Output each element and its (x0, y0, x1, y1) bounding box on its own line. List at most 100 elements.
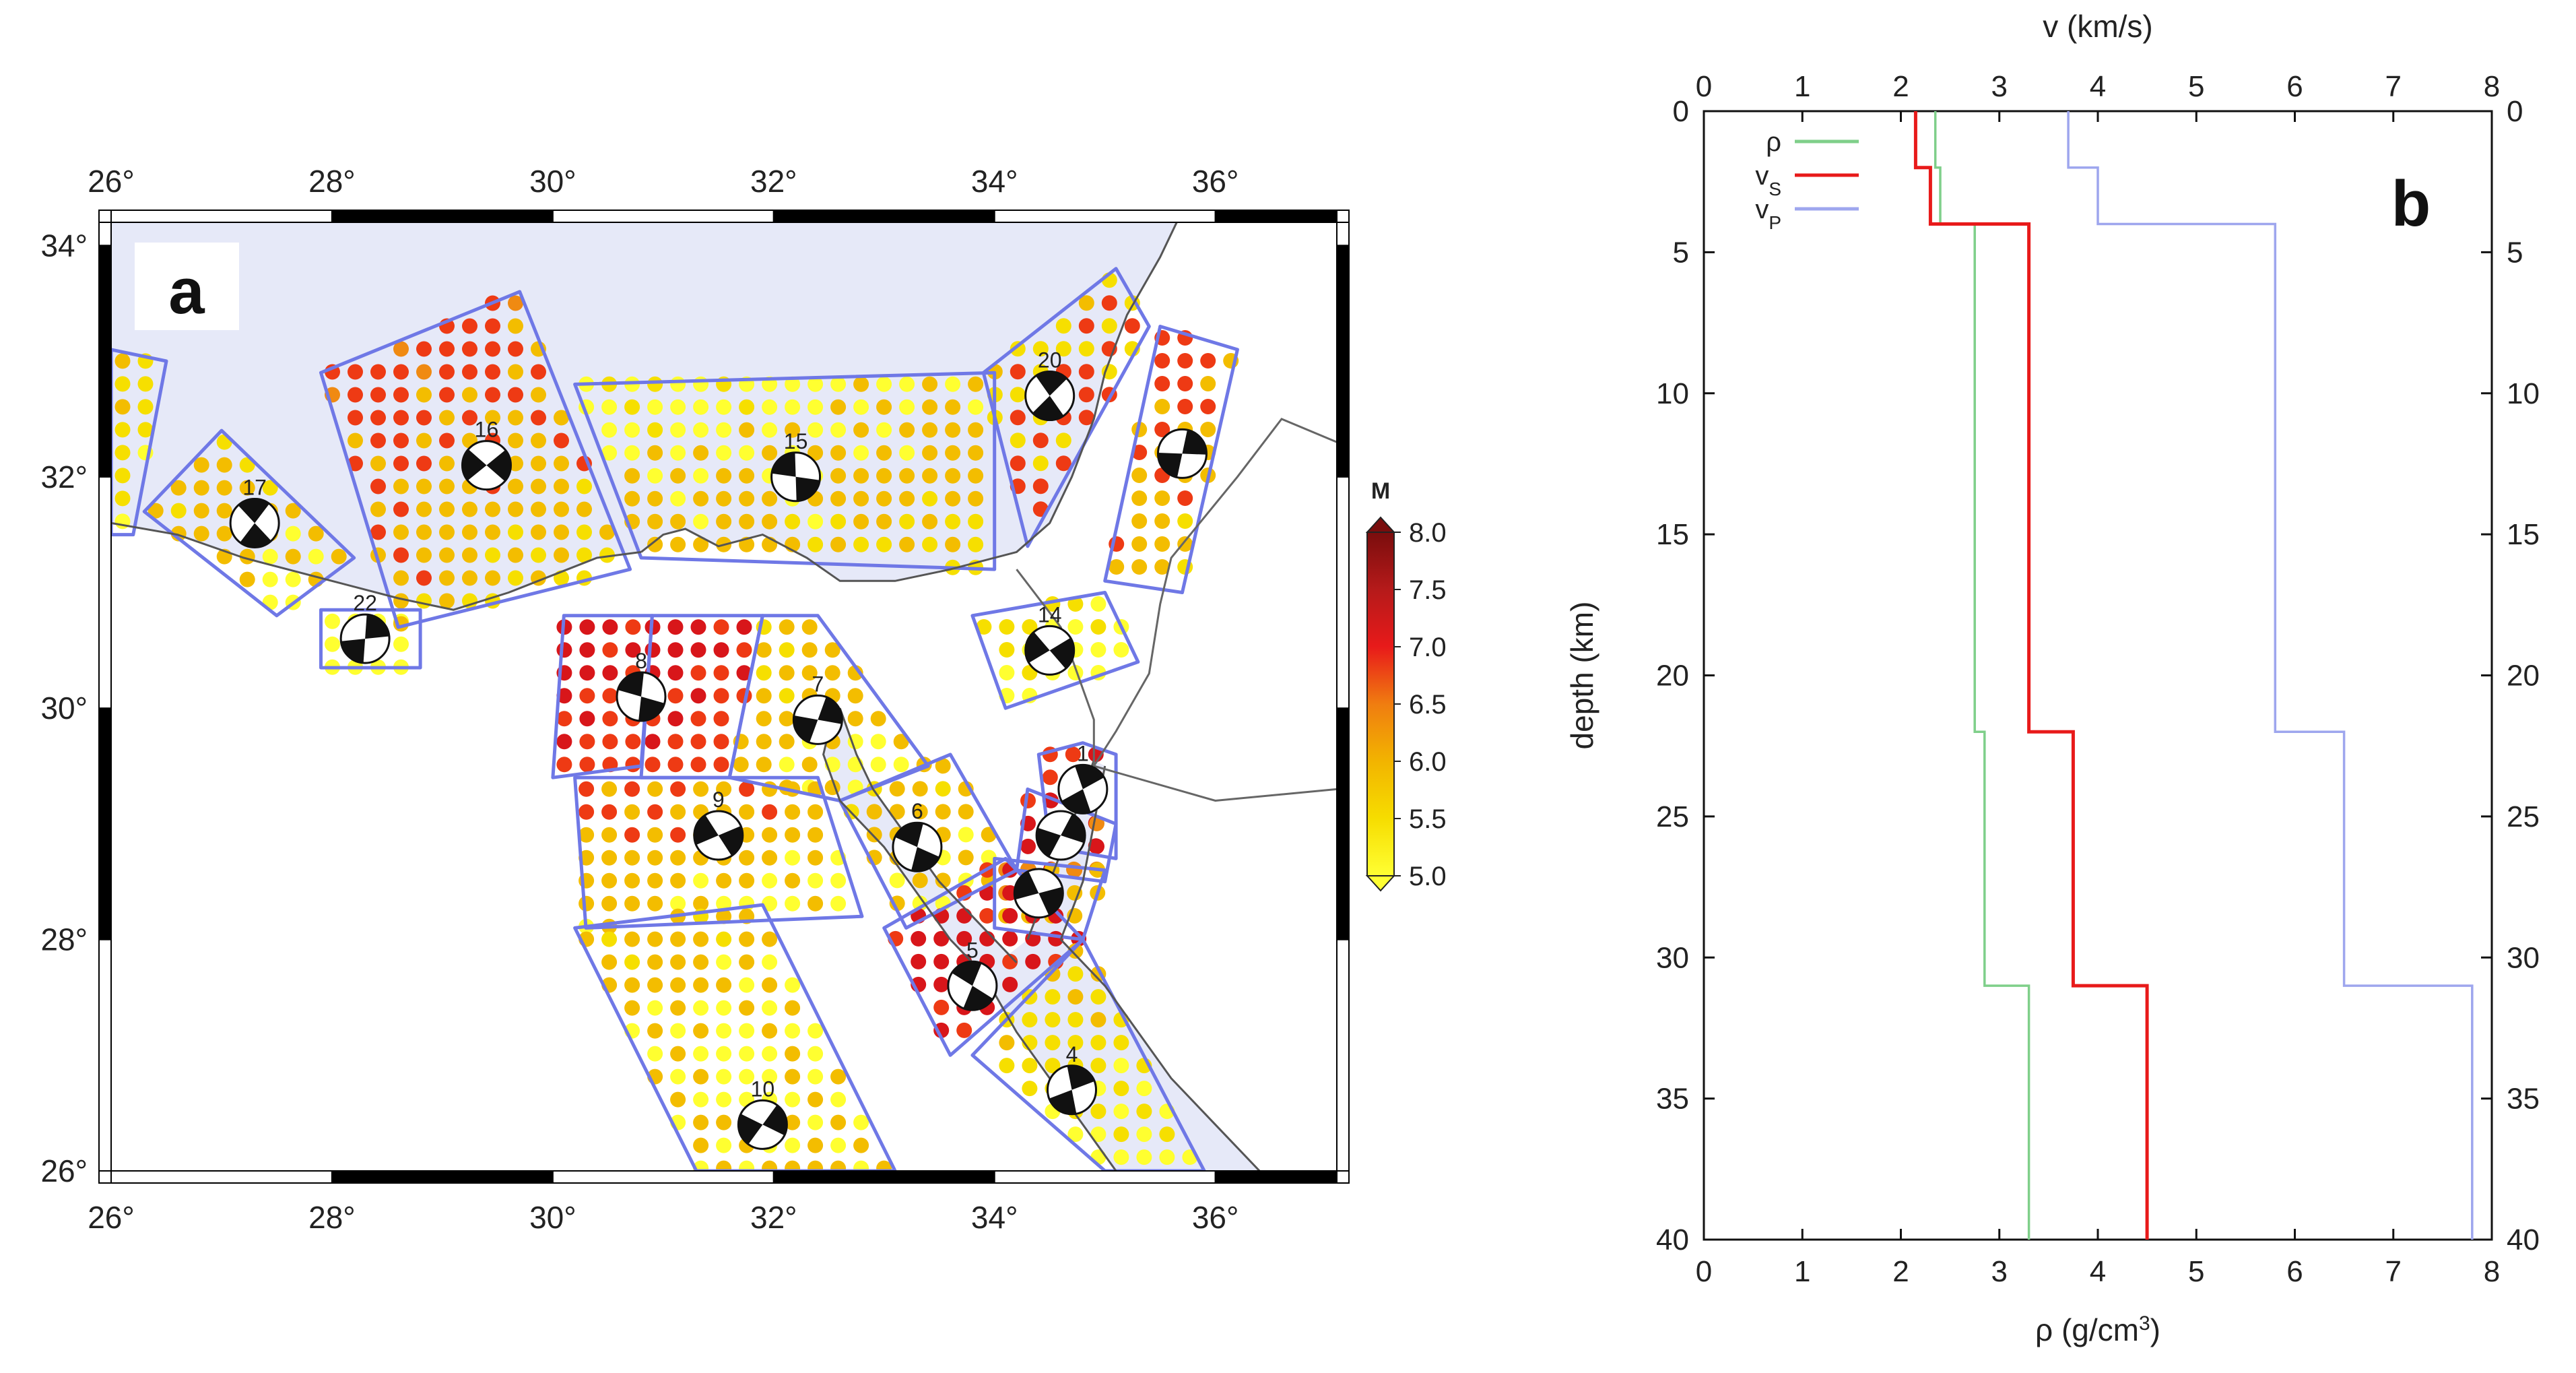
magnitude-dot (762, 1023, 778, 1039)
magnitude-dot (1002, 953, 1018, 969)
magnitude-dot (308, 525, 324, 542)
beach-ball-icon: 6 (892, 799, 943, 872)
magnitude-dot (624, 804, 640, 820)
series-line-vS (1913, 111, 2149, 1240)
x-tick-label-bottom: 5 (2188, 1255, 2204, 1288)
series-line-vP (2067, 111, 2474, 1240)
magnitude-dot (1067, 619, 1084, 635)
magnitude-dot (713, 665, 729, 681)
magnitude-dot (439, 501, 455, 517)
beach-ball-quadrant (1061, 814, 1086, 843)
magnitude-dot (785, 827, 801, 843)
magnitude-dot (807, 1160, 824, 1171)
beach-ball-icon (1156, 428, 1208, 479)
magnitude-dot (1010, 364, 1026, 380)
magnitude-dot (624, 872, 640, 889)
magnitude-dot (1067, 885, 1083, 901)
beach-ball-icon: 1 (1057, 741, 1109, 815)
magnitude-dot (716, 1023, 732, 1039)
beach-ball-quadrant (1036, 371, 1067, 396)
source-zone-outline (319, 608, 422, 670)
colorbar-top-arrow (1365, 516, 1396, 533)
magnitude-dot (554, 501, 569, 517)
magnitude-dot (693, 1114, 709, 1130)
magnitude-dot (285, 548, 301, 565)
magnitude-dot (647, 895, 663, 912)
magnitude-dot (137, 399, 154, 415)
magnitude-dot (485, 364, 500, 380)
magnitude-dot (348, 387, 363, 403)
colorbar-label: 5.5 (1409, 804, 1447, 834)
zone-number-label: 1 (1077, 741, 1089, 765)
x-tick-label-top: 5 (2188, 70, 2204, 103)
magnitude-dot (508, 501, 523, 517)
magnitude-dot (922, 468, 938, 484)
magnitude-dot (807, 1068, 824, 1085)
magnitude-dot (647, 536, 663, 552)
magnitude-dot (462, 593, 477, 609)
magnitude-dot (325, 613, 340, 629)
magnitude-dot (968, 513, 984, 530)
magnitude-dot (508, 364, 523, 380)
magnitude-dot (889, 895, 905, 912)
magnitude-dot (1067, 989, 1084, 1005)
magnitude-dot (439, 341, 455, 357)
beach-ball-icon: 20 (1024, 348, 1076, 422)
magnitude-dot (485, 570, 500, 586)
magnitude-dot (693, 422, 709, 438)
source-zone-outline (142, 428, 356, 618)
magnitude-dot (713, 688, 729, 704)
magnitude-dot (968, 422, 984, 438)
magnitude-dot (807, 804, 824, 820)
magnitude-dot (393, 570, 409, 586)
magnitude-dot (693, 399, 709, 415)
y-tick-label-right: 10 (2507, 377, 2540, 410)
magnitude-dot (647, 931, 663, 947)
magnitude-dot (325, 636, 340, 652)
magnitude-dot (393, 636, 409, 652)
zone-number-label: 8 (635, 649, 647, 673)
magnitude-dot (1065, 746, 1081, 763)
magnitude-dot (647, 781, 663, 797)
magnitude-dot (739, 804, 755, 820)
magnitude-dot (807, 513, 824, 530)
magnitude-dot (262, 480, 278, 496)
magnitude-dot (853, 445, 869, 461)
magnitude-dot (739, 977, 755, 993)
frame-bar (1336, 707, 1350, 940)
magnitude-dot (779, 757, 795, 773)
magnitude-dot (807, 1023, 824, 1039)
magnitude-dot (393, 410, 409, 426)
magnitude-dot (739, 954, 755, 970)
magnitude-dot (348, 410, 363, 426)
beach-ball-quadrant (795, 476, 820, 501)
magnitude-dot (645, 642, 661, 658)
magnitude-dot (1159, 1149, 1175, 1166)
magnitude-dot (945, 445, 961, 461)
magnitude-dot (690, 757, 706, 773)
zone-number-label: 6 (911, 799, 923, 823)
magnitude-dot (876, 513, 892, 530)
magnitude-dot (348, 433, 363, 449)
x-tick-label-top: 4 (2090, 70, 2106, 103)
magnitude-dot (579, 757, 595, 773)
magnitude-dot (599, 524, 615, 540)
magnitude-dot (416, 547, 432, 563)
magnitude-dot (670, 399, 686, 415)
magnitude-dot (739, 1068, 755, 1085)
magnitude-dot (739, 1160, 755, 1171)
magnitude-dot (853, 513, 869, 530)
magnitude-dot (531, 410, 546, 426)
magnitude-dot (416, 455, 432, 472)
colorbar-label: 7.5 (1409, 575, 1447, 605)
magnitude-dot (807, 872, 824, 889)
magnitude-dot (912, 781, 928, 797)
magnitude-dot (779, 711, 795, 727)
magnitude-dot (556, 734, 572, 750)
magnitude-dot (824, 665, 840, 681)
magnitude-dot (601, 895, 618, 912)
lat-tick-label: 30° (40, 691, 88, 726)
magnitude-dot (866, 804, 882, 820)
magnitude-dot (393, 547, 409, 563)
